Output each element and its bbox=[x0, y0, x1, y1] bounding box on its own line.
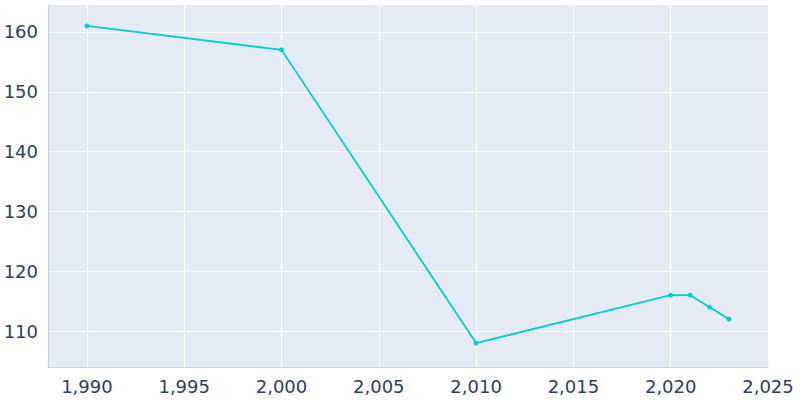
svg-text:130: 130 bbox=[4, 201, 38, 222]
svg-text:110: 110 bbox=[4, 321, 38, 342]
svg-text:160: 160 bbox=[4, 21, 38, 42]
svg-text:120: 120 bbox=[4, 261, 38, 282]
svg-text:2,020: 2,020 bbox=[645, 376, 697, 397]
svg-text:150: 150 bbox=[4, 81, 38, 102]
svg-text:2,025: 2,025 bbox=[742, 376, 794, 397]
svg-text:1,995: 1,995 bbox=[158, 376, 210, 397]
svg-text:2,015: 2,015 bbox=[548, 376, 600, 397]
svg-text:140: 140 bbox=[4, 141, 38, 162]
svg-text:2,000: 2,000 bbox=[256, 376, 308, 397]
svg-text:2,010: 2,010 bbox=[450, 376, 502, 397]
svg-text:2,005: 2,005 bbox=[353, 376, 405, 397]
svg-text:1,990: 1,990 bbox=[61, 376, 113, 397]
